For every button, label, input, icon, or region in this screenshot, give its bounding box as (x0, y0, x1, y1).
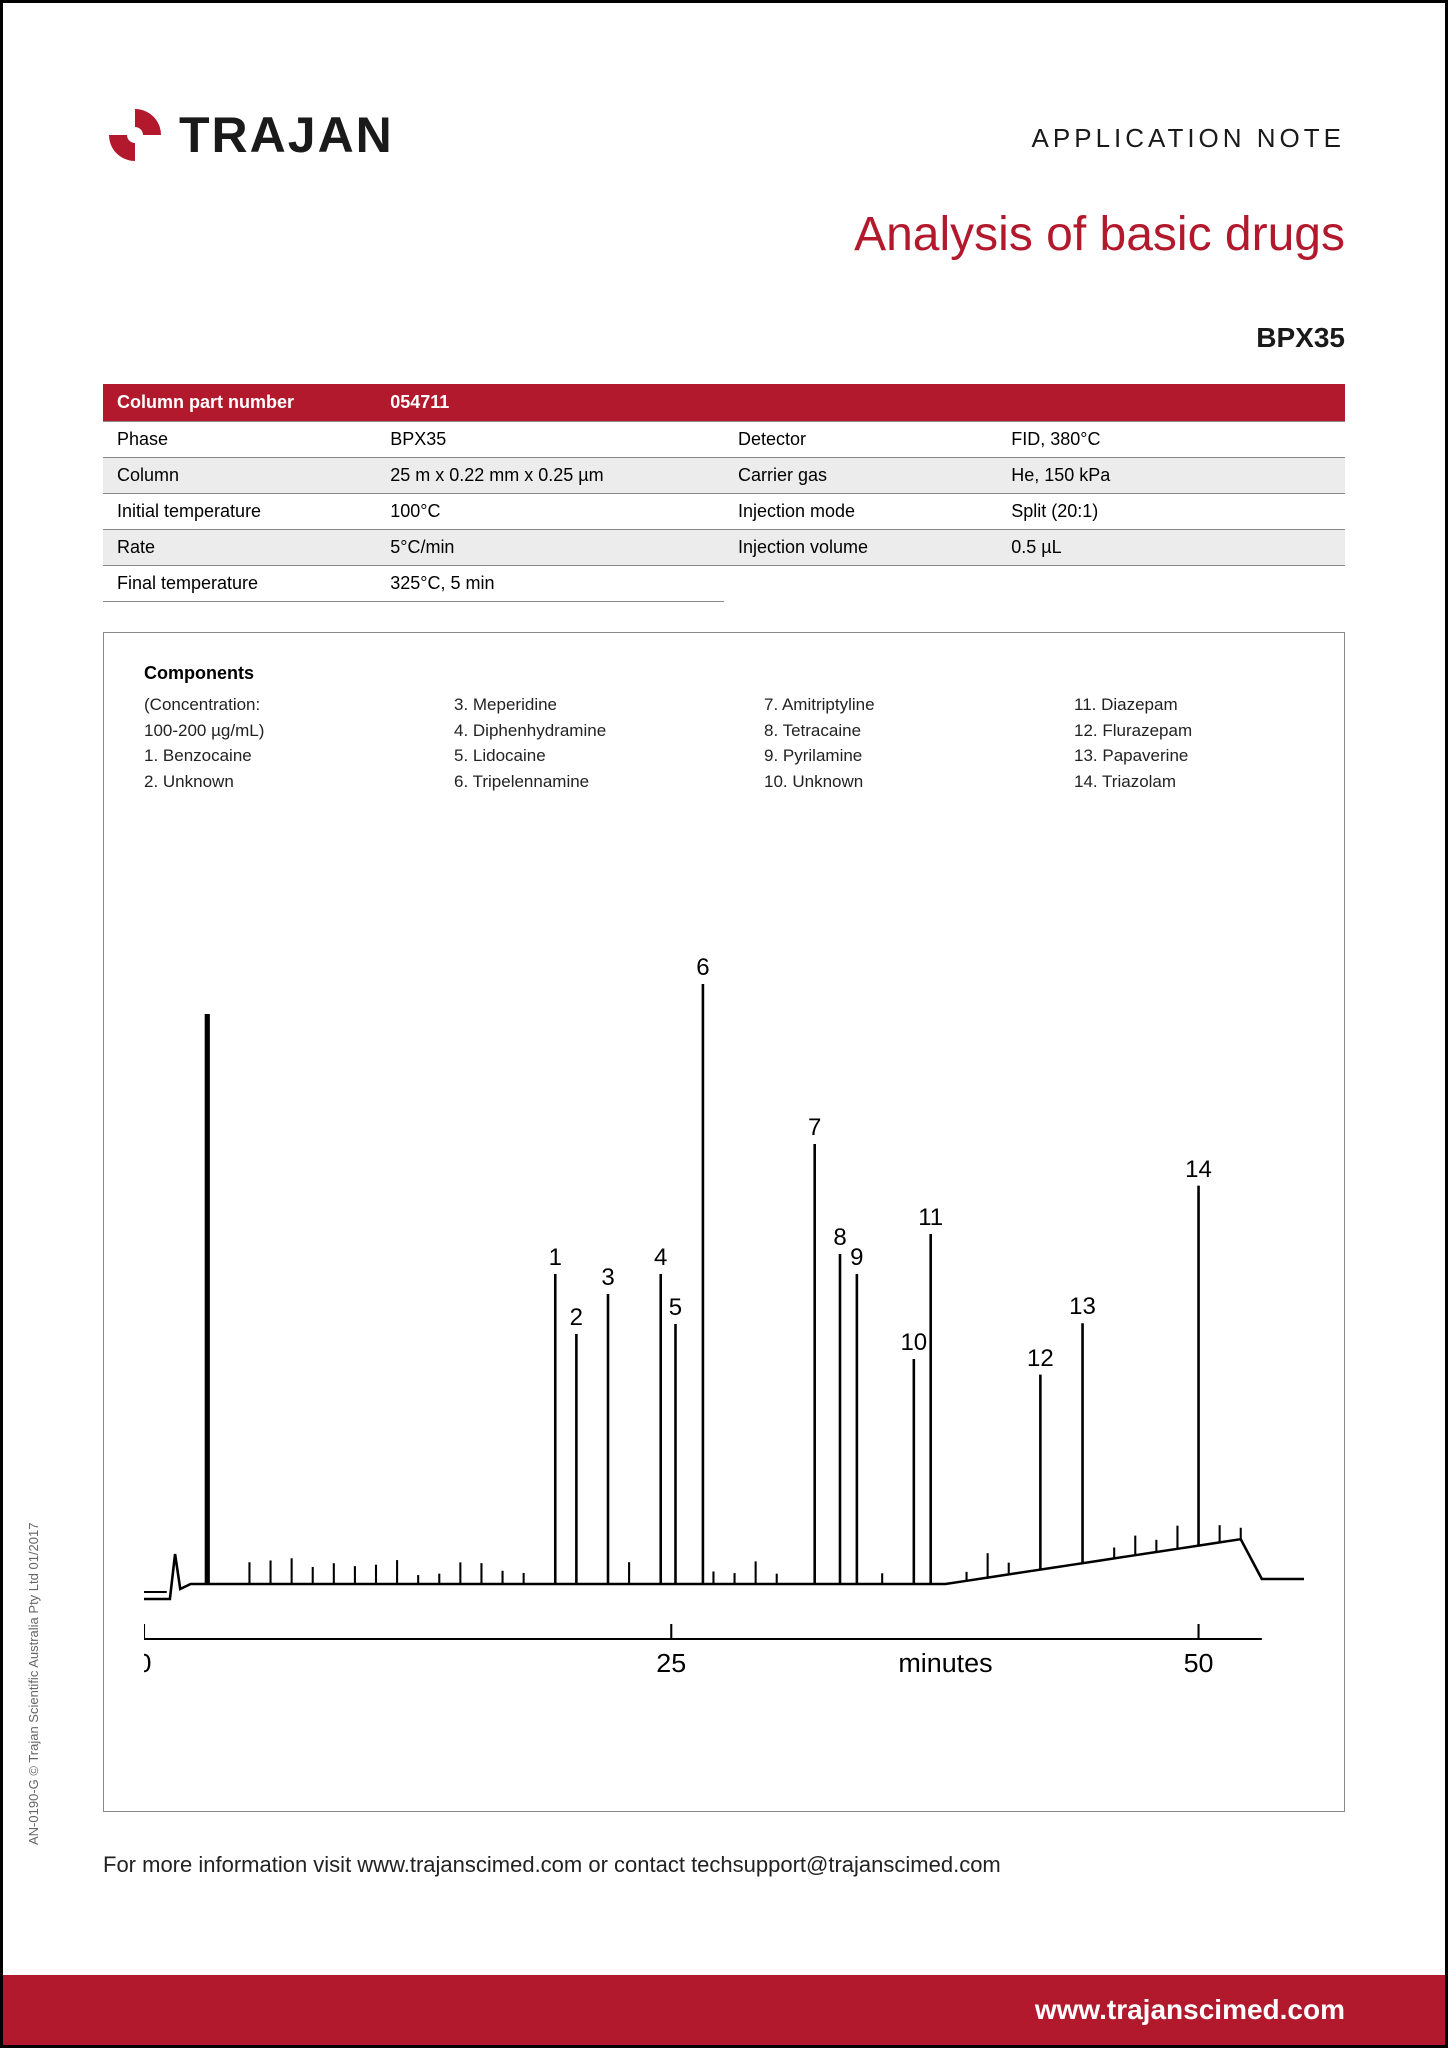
parameters-table: Column part number 054711 PhaseBPX35Dete… (103, 384, 1345, 602)
peak-label-12: 12 (1027, 1345, 1054, 1373)
table-row: PhaseBPX35DetectorFID, 380°C (103, 422, 1345, 458)
svg-text:50: 50 (1184, 1648, 1214, 1677)
peak-label-9: 9 (850, 1244, 863, 1272)
peak-label-1: 1 (549, 1244, 562, 1272)
svg-text:25: 25 (656, 1648, 686, 1677)
peak-label-13: 13 (1069, 1293, 1096, 1321)
copyright-text: AN-0190-G © Trajan Scientific Australia … (26, 1523, 41, 1845)
footer-url: www.trajanscimed.com (1035, 1994, 1345, 2026)
components-title: Components (144, 663, 1304, 684)
peak-label-14: 14 (1185, 1156, 1212, 1184)
components-legend: (Concentration:100-200 µg/mL)1. Benzocai… (144, 692, 1304, 794)
peak-label-6: 6 (696, 954, 709, 982)
table-row: Column25 m x 0.22 mm x 0.25 µmCarrier ga… (103, 458, 1345, 494)
logo: TRAJAN (103, 103, 394, 167)
peak-label-7: 7 (808, 1114, 821, 1142)
footer-bar: www.trajanscimed.com (3, 1975, 1445, 2045)
chromatogram: 02550minutes 1234567891011121314 (144, 804, 1304, 1684)
table-header-label: Column part number (103, 384, 376, 422)
chart-container: Components (Concentration:100-200 µg/mL)… (103, 632, 1345, 1812)
svg-text:minutes: minutes (898, 1648, 992, 1677)
peak-label-3: 3 (601, 1264, 614, 1292)
peak-label-2: 2 (570, 1304, 583, 1332)
svg-text:0: 0 (144, 1648, 151, 1677)
header: TRAJAN APPLICATION NOTE (103, 103, 1345, 167)
product-code: BPX35 (103, 322, 1345, 354)
table-row: Rate5°C/minInjection volume0.5 µL (103, 530, 1345, 566)
table-row: Initial temperature100°CInjection modeSp… (103, 494, 1345, 530)
application-note-label: APPLICATION NOTE (1032, 123, 1345, 154)
page-title: Analysis of basic drugs (103, 207, 1345, 262)
peak-label-4: 4 (654, 1244, 667, 1272)
logo-icon (103, 103, 167, 167)
peak-label-11: 11 (918, 1204, 943, 1232)
logo-text: TRAJAN (179, 106, 394, 164)
peak-label-8: 8 (833, 1224, 846, 1252)
peak-label-10: 10 (900, 1329, 927, 1357)
table-header-value: 054711 (376, 384, 724, 422)
table-row: Final temperature325°C, 5 min (103, 566, 1345, 602)
footer-info: For more information visit www.trajansci… (103, 1852, 1345, 1878)
peak-label-5: 5 (669, 1294, 682, 1322)
